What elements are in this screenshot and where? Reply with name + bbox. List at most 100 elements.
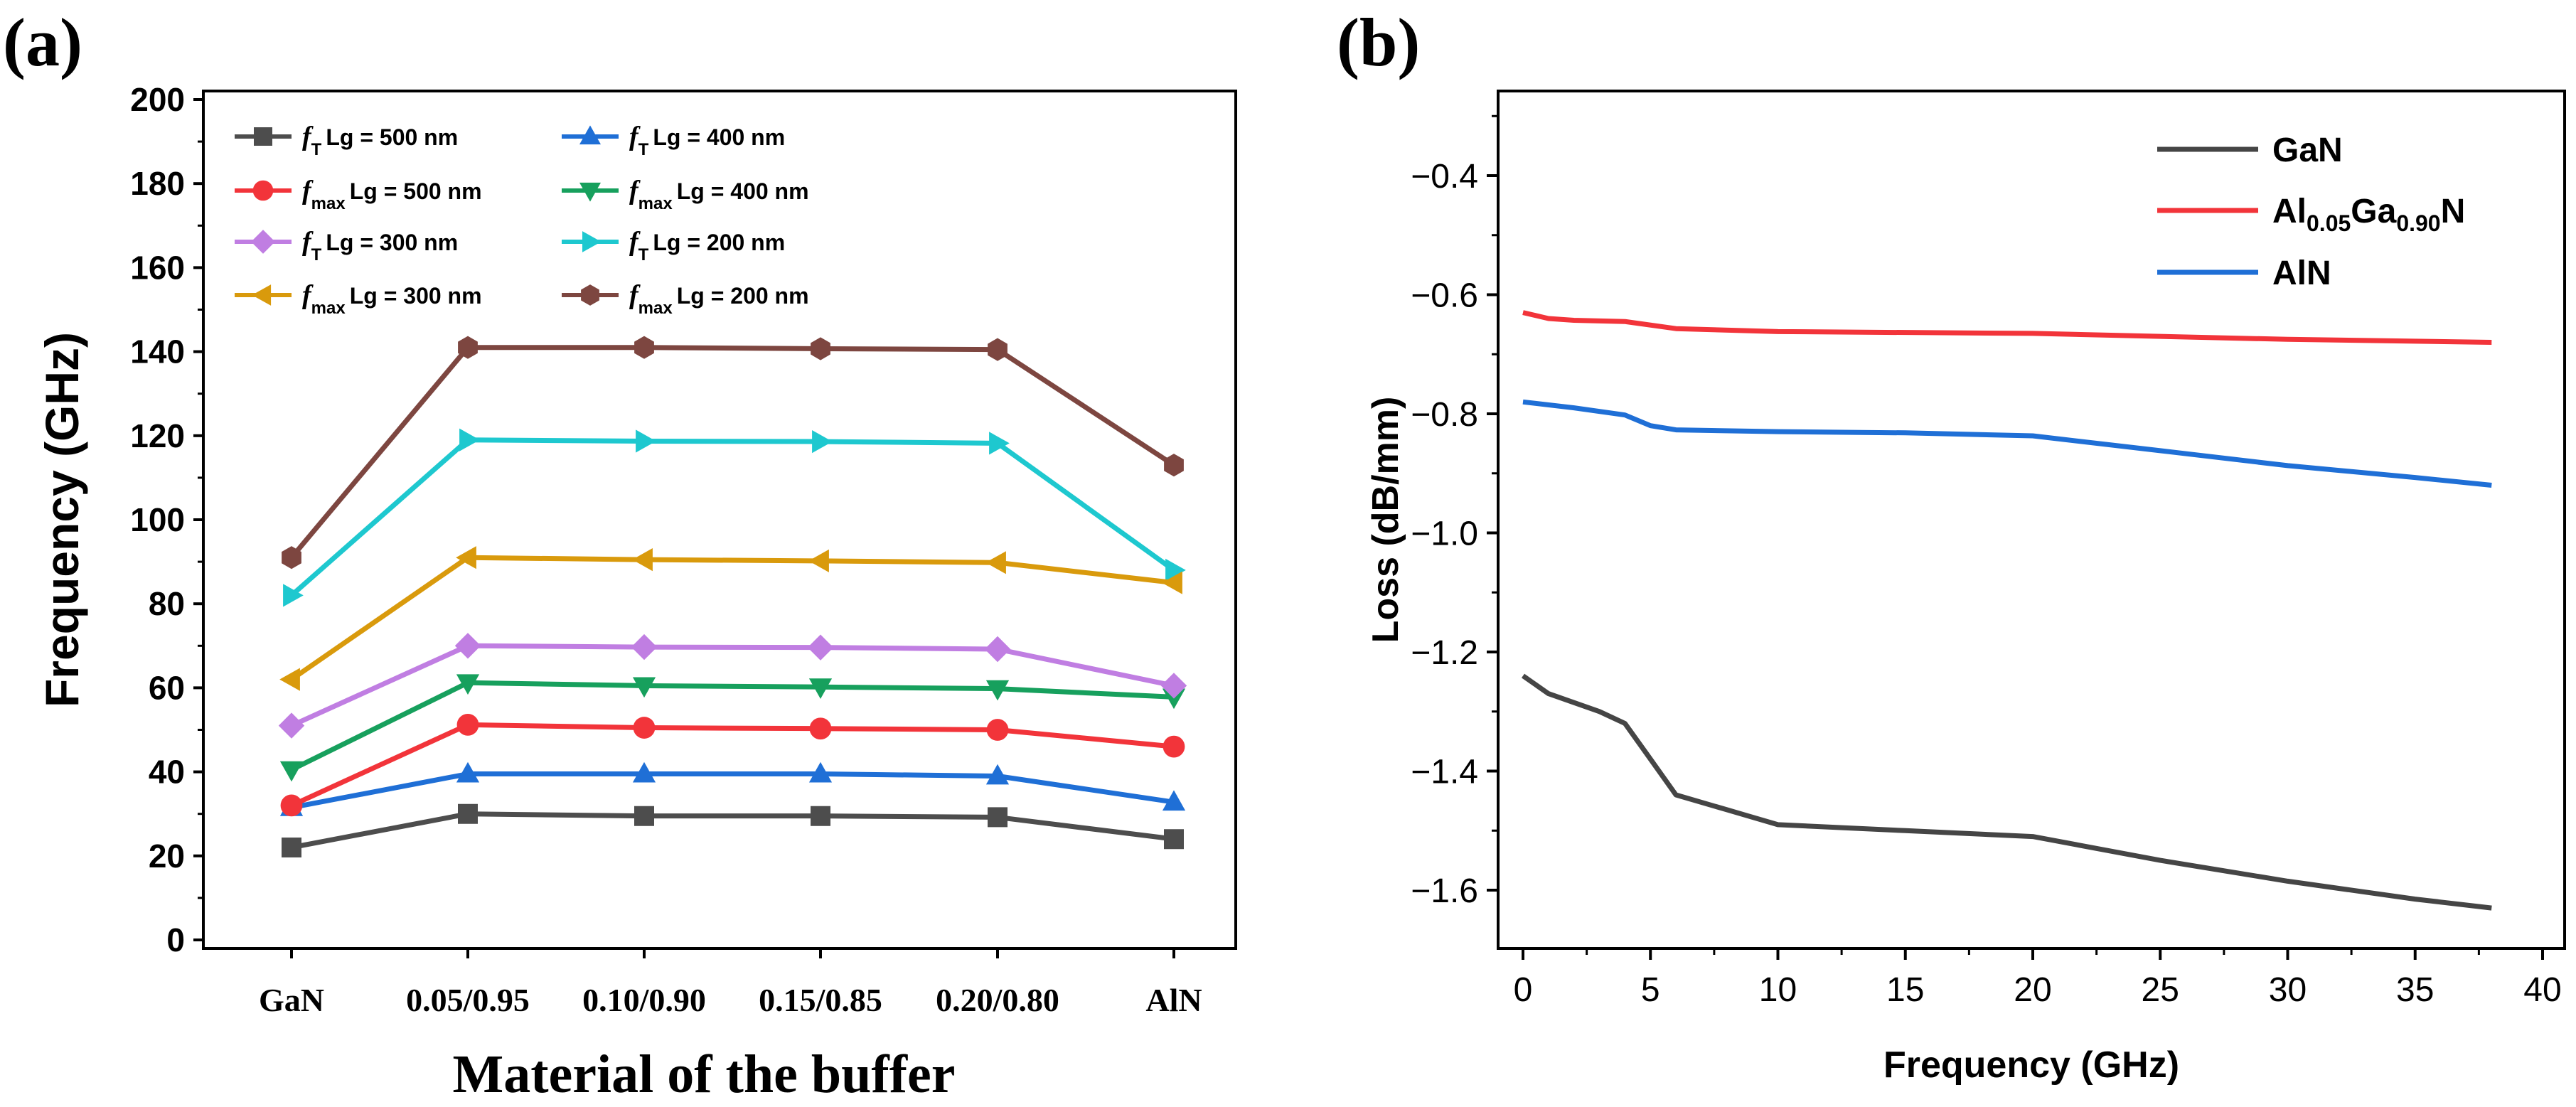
y-tick-label-b: −1.4 [1411,754,1478,791]
data-point-a [811,806,830,826]
x-axis-b: 0 5 10 15 20 25 30 35 40 [1514,948,2562,1009]
data-point-a [985,551,1006,574]
data-point-a [1164,829,1184,850]
y-tick-label-a: 200 [130,81,185,118]
data-point-a [986,719,1009,741]
series-line-a [291,771,1175,811]
y-tick-label-a: 60 [149,669,185,706]
panel-b: (b) −1.6 −1.4 −1.2 −1.0 −0.8 −0.6 −0.4 0 5 10 15 2… [1337,4,2566,1086]
data-point-a [812,430,833,454]
x-axis-label-b: Frequency (GHz) [1883,1044,2179,1086]
legend-label-a: fT Lg = 400 nm [629,122,785,159]
series-a-1 [279,761,1186,816]
data-point-a [634,806,654,826]
y-tick-label-a: 180 [130,165,185,202]
data-point-a [811,337,830,360]
y-tick-label-a: 80 [149,585,185,622]
legend-swatch-marker-a [579,182,601,202]
legend-item-a: fmax Lg = 200 nm [562,280,809,318]
data-point-a [632,548,653,572]
data-point-a [278,712,305,739]
panel-a: (a) 0 20 40 60 80 100 120 140 160 180 200 GaN 0.05/… [3,4,1237,1104]
series-line-a [290,680,1175,772]
y-tick-label-a: 100 [130,501,185,538]
data-point-a [456,674,480,695]
y-axis-a: 0 20 40 60 80 100 120 140 160 180 200 [130,81,203,958]
x-tick-label-b: 35 [2396,971,2434,1009]
x-tick-label-b: 30 [2269,971,2307,1009]
data-point-a [279,761,304,782]
data-point-a [808,761,833,783]
x-tick-label-a: 0.10/0.90 [582,982,706,1018]
y-tick-label-b: −0.4 [1411,158,1478,196]
data-point-a [1164,454,1184,477]
y-tick-label-a: 160 [130,249,185,286]
x-tick-label-b: 20 [2014,971,2051,1009]
x-tick-label-b: 25 [2142,971,2179,1009]
data-point-a [808,549,829,572]
data-point-a [808,678,833,699]
series-a-6 [279,546,1182,691]
data-point-a [1163,735,1185,758]
panel-b-label: (b) [1337,4,1420,80]
data-point-a [809,717,832,740]
x-axis-label-a: Material of the buffer [453,1044,956,1104]
series-a-4 [278,633,1187,739]
legend-swatch-marker-a [251,230,275,254]
y-tick-label-b: −0.6 [1411,277,1478,315]
x-tick-label-a: AlN [1145,982,1202,1018]
legend-item-a: fT Lg = 400 nm [562,122,785,159]
data-point-a [459,428,480,451]
legend-label-a: fmax Lg = 500 nm [302,176,482,213]
legend-label-a: fT Lg = 300 nm [302,227,458,264]
x-tick-label-a: 0.20/0.80 [936,982,1059,1018]
legend-label-a: fmax Lg = 400 nm [629,176,809,213]
series-line-a [289,345,1175,560]
x-tick-label-b: 15 [1886,971,1924,1009]
data-point-a [1162,571,1182,594]
data-point-a [632,677,656,698]
series-a-7 [282,336,1184,569]
legend-swatch-marker-a [581,284,599,306]
data-point-a [1165,558,1186,582]
plot-frame-a [202,90,1237,950]
x-tick-label-b: 10 [1759,971,1797,1009]
data-point-a [283,584,304,607]
series-line-a [291,811,1175,850]
data-point-a [1162,790,1186,811]
x-tick-label-a: GaN [259,982,324,1018]
data-point-a [1160,673,1187,699]
data-point-a [636,429,656,453]
legend-label-a: fT Lg = 200 nm [629,227,785,264]
data-point-a [456,761,480,783]
legend-item-b: AlN [2157,255,2331,292]
data-point-a [454,633,481,659]
x-tick-label-a: 0.15/0.85 [759,982,882,1018]
legend-label-b: AlN [2272,255,2331,292]
y-tick-label-a: 120 [130,417,185,454]
legend-label-a: fmax Lg = 300 nm [302,280,482,318]
y-axis-b: −1.6 −1.4 −1.2 −1.0 −0.8 −0.6 −0.4 [1411,114,1498,910]
y-tick-label-a: 40 [149,754,185,791]
x-tick-label-b: 40 [2523,971,2561,1009]
y-axis-label-b: Loss (dB/mm) [1365,397,1406,643]
y-tick-label-b: −0.8 [1411,396,1478,434]
data-point-a [458,803,478,824]
x-tick-label-a: 0.05/0.95 [406,982,530,1018]
x-tick-label-b: 5 [1641,971,1660,1009]
legend-item-b: Al0.05Ga0.90N [2157,193,2465,236]
series-line-b-0 [1521,673,2492,911]
legend-item-a: fT Lg = 500 nm [235,122,458,159]
data-point-a [988,807,1008,828]
series-line-a [290,555,1175,682]
y-tick-label-a: 20 [149,838,185,875]
data-point-a [456,714,479,736]
legend-item-a: fmax Lg = 500 nm [235,176,482,213]
series-line-a [290,722,1175,808]
legend-item-b: GaN [2157,132,2343,169]
data-point-a [1162,688,1186,710]
legend-b: GaN Al0.05Ga0.90N AlN [2157,132,2465,292]
legend-swatch-marker-a [582,231,602,252]
data-point-a [279,668,300,691]
